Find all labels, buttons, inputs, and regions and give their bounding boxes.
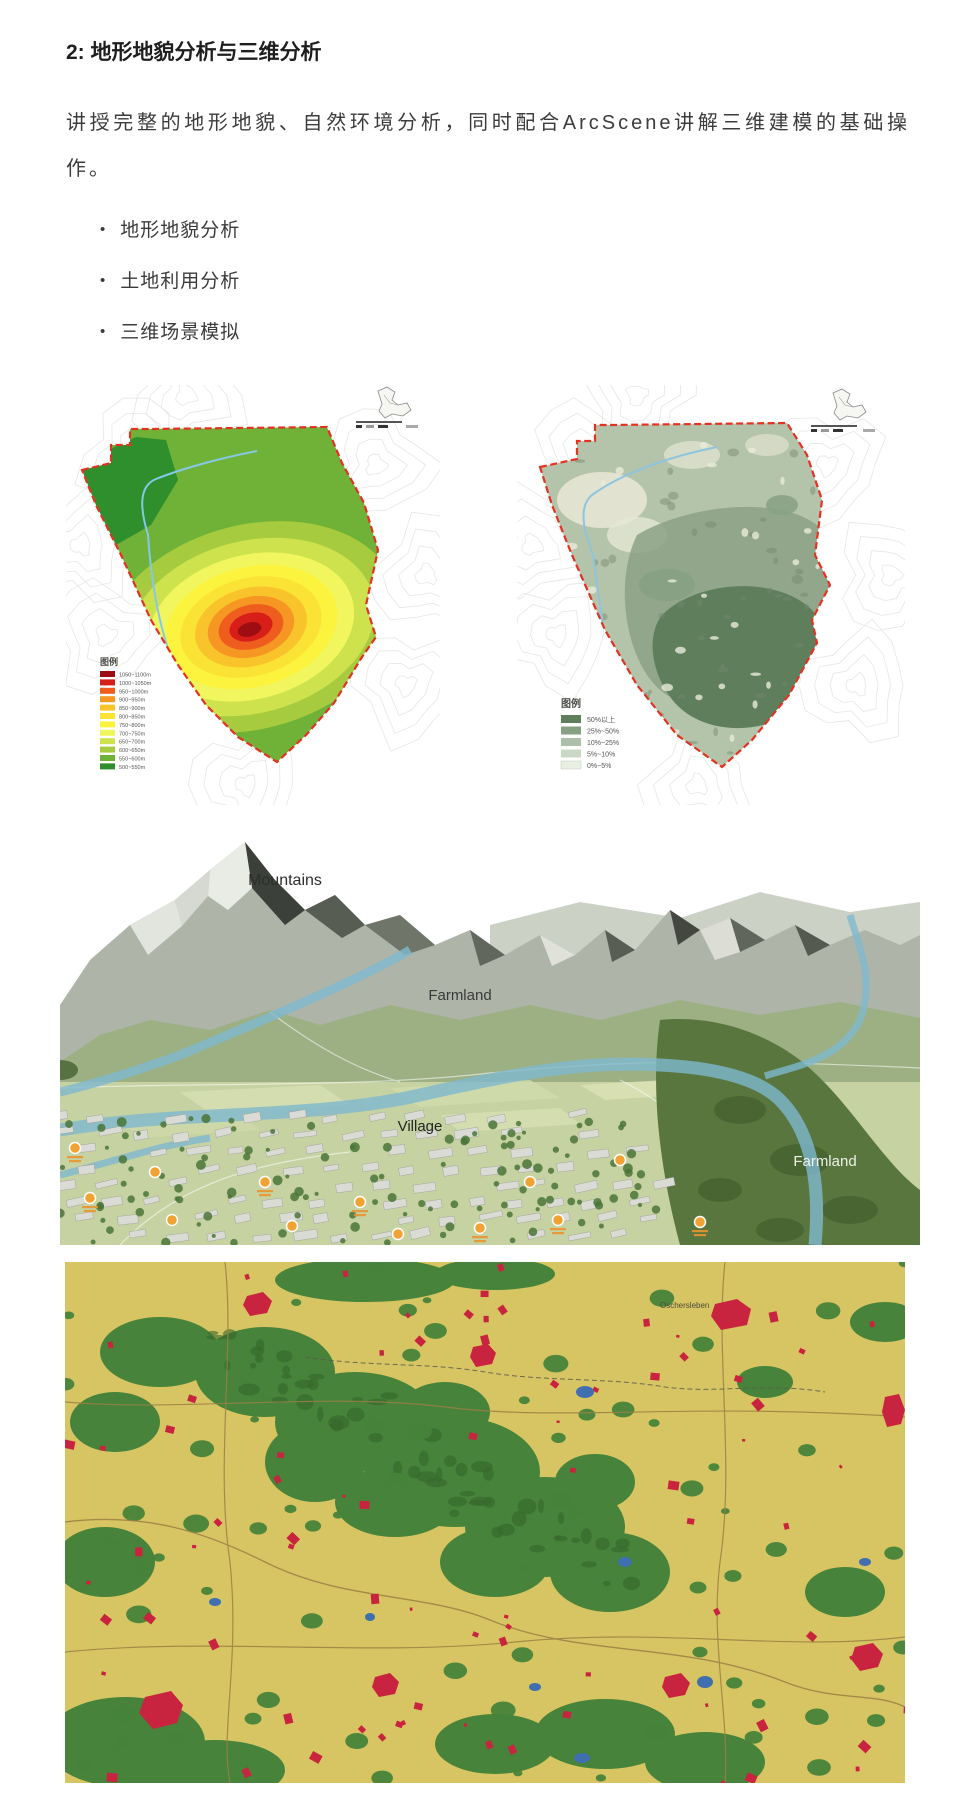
elevation-map-figure: 图例 1050~1100m 1000~1050m 950~1000m 900~9… [22,331,482,853]
elevation-map: 图例 1050~1100m 1000~1050m 950~1000m 900~9… [22,331,482,853]
poi-markers [67,1141,708,1243]
topic-list: 地形地貌分析 土地利用分析 三维场景模拟 [100,215,240,368]
site-boundary [538,421,832,769]
svg-text:950~1000m: 950~1000m [119,689,149,695]
section-heading: 2: 地形地貌分析与三维分析 [66,41,322,64]
topic-item-3d: 三维场景模拟 [100,317,240,344]
scale-bar [811,425,875,432]
label-farmland-center: Farmland [428,987,491,1004]
svg-text:500~550m: 500~550m [119,765,146,771]
legend-row: 25%~50% [561,726,619,736]
legend-row: 600~650m [100,746,146,754]
topic-item-terrain: 地形地貌分析 [100,215,240,242]
svg-text:5%~10%: 5%~10% [587,752,615,759]
legend-row: 10%~25% [561,738,619,747]
slope-legend: 图例 50%以上 25%~50% 10%~25% 5%~10% 0%~5% [560,697,619,770]
svg-text:50%以上: 50%以上 [587,715,615,724]
label-mountains: Mountains [248,872,322,889]
town-label: Oschersleben [660,1301,709,1310]
legend-title: 图例 [561,697,581,710]
legend-row: 1050~1100m [100,671,151,679]
slope-map: 图例 50%以上 25%~50% 10%~25% 5%~10% 0%~5% [477,348,960,837]
small-woodland-patches [56,1259,914,1786]
svg-text:25%~50%: 25%~50% [587,729,619,736]
legend-row: 950~1000m [100,687,149,695]
svg-text:850~900m: 850~900m [119,706,146,712]
terrain-3d-figure: Mountains Farmland Village Farmland [41,830,921,1250]
steep-slope-zone [652,586,827,729]
label-farmland-right: Farmland [793,1153,856,1170]
svg-text:1000~1050m: 1000~1050m [119,681,152,687]
slope-map-figure: 图例 50%以上 25%~50% 10%~25% 5%~10% 0%~5% [477,348,960,837]
forest-texture-dots [205,1329,641,1591]
legend-row: 0%~5% [560,760,611,770]
svg-text:550~600m: 550~600m [119,757,146,763]
svg-text:800~850m: 800~850m [119,715,146,721]
svg-text:900~950m: 900~950m [119,698,146,704]
svg-text:650~700m: 650~700m [119,740,146,746]
legend-row: 900~950m [100,696,146,704]
legend-row: 800~850m [100,713,146,721]
legend-row: 1000~1050m [100,679,152,687]
legend-row: 550~600m [100,755,146,763]
label-village: Village [398,1118,443,1135]
forest-texture [42,1060,878,1242]
svg-text:700~750m: 700~750m [119,731,146,737]
legend-row: 850~900m [100,704,146,712]
landuse-map: Oschersleben [45,1258,920,1800]
legend-title: 图例 [100,656,118,667]
lakes [209,1386,871,1763]
major-settlements [139,1292,905,1729]
terrain-3d-view: Mountains Farmland Village Farmland [41,830,921,1248]
legend-row: 50%以上 [561,715,615,724]
legend-row: 700~750m [100,729,146,737]
svg-text:10%~25%: 10%~25% [587,740,619,747]
elevation-legend: 图例 1050~1100m 1000~1050m 950~1000m 900~9… [100,656,152,771]
svg-text:600~650m: 600~650m [119,748,146,754]
landuse-map-figure: Oschersleben [45,1258,920,1800]
site-boundary [80,425,380,764]
svg-text:1050~1100m: 1050~1100m [119,673,151,679]
village-trees [55,1114,661,1248]
svg-text:750~800m: 750~800m [119,723,146,729]
topic-item-landuse: 土地利用分析 [100,266,240,293]
svg-text:0%~5%: 0%~5% [587,763,611,770]
intro-paragraph: 讲授完整的地形地貌、自然环境分析，同时配合ArcScene讲解三维建模的基础操作… [66,112,910,180]
legend-row: 500~550m [100,763,146,771]
legend-row: 750~800m [100,721,146,729]
map-inset-icon [377,386,412,419]
mountain-shading [130,842,830,966]
scale-bar [356,421,418,428]
map-inset-icon [832,388,867,421]
legend-row: 5%~10% [561,749,615,759]
road-network [64,1261,906,1784]
legend-row: 650~700m [100,738,146,746]
